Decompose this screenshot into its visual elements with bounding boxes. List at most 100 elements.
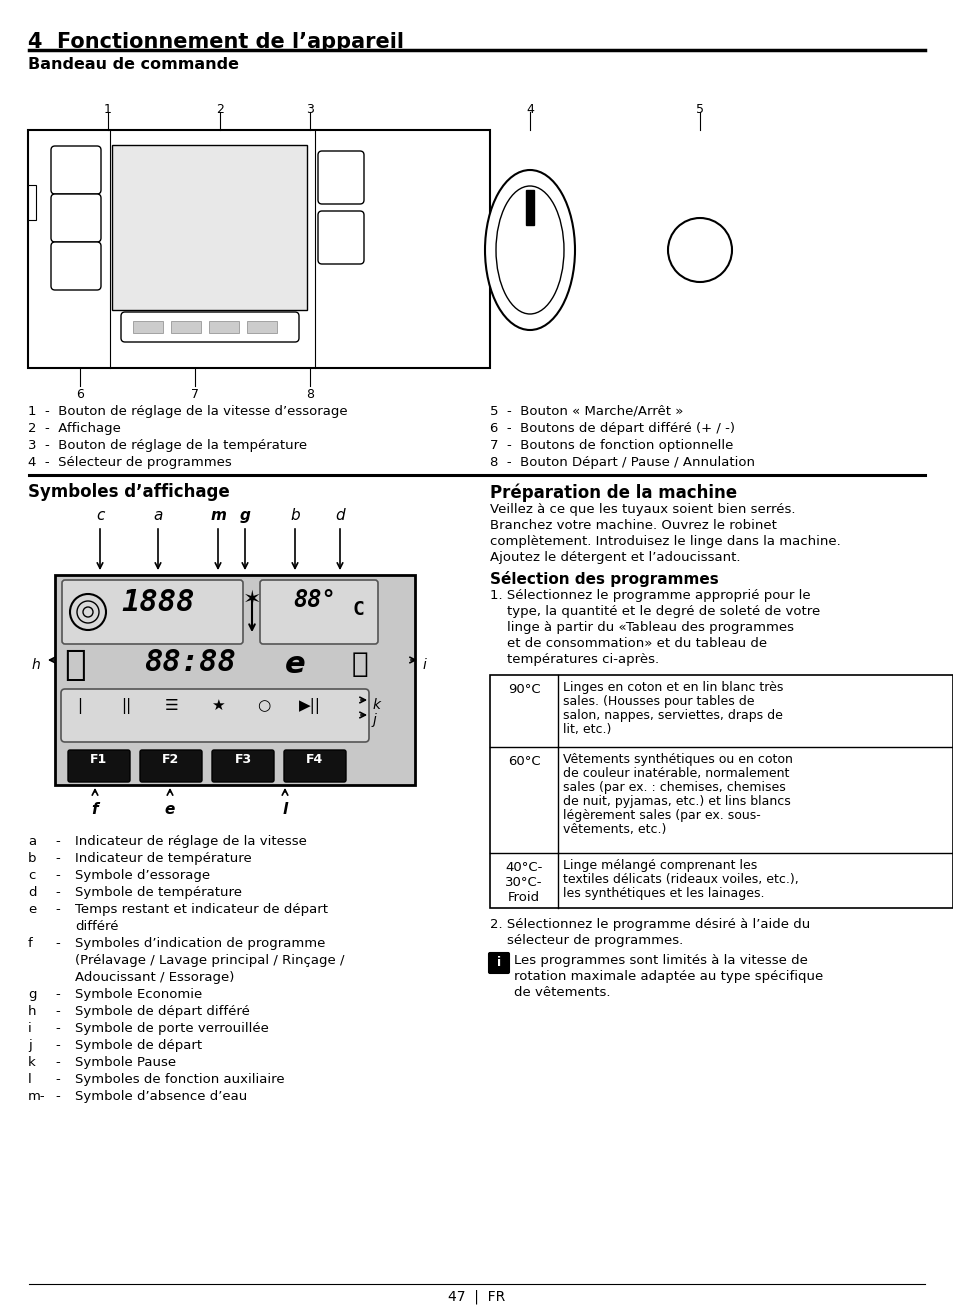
- Bar: [112, 145, 307, 310]
- Text: Préparation de la machine: Préparation de la machine: [490, 483, 737, 502]
- Text: -: -: [55, 1039, 60, 1052]
- Text: vêtements, etc.): vêtements, etc.): [562, 823, 666, 836]
- Text: sélecteur de programmes.: sélecteur de programmes.: [490, 934, 682, 947]
- Text: m: m: [210, 508, 226, 523]
- Text: 7: 7: [191, 388, 199, 401]
- Text: -: -: [55, 903, 60, 916]
- Text: b: b: [290, 508, 299, 523]
- FancyBboxPatch shape: [284, 751, 346, 782]
- Text: ⧖: ⧖: [64, 648, 86, 683]
- Bar: [247, 321, 276, 333]
- Text: k: k: [373, 698, 380, 713]
- Text: F2: F2: [162, 753, 179, 766]
- Text: Branchez votre machine. Ouvrez le robinet: Branchez votre machine. Ouvrez le robine…: [490, 519, 776, 532]
- Text: c: c: [28, 869, 35, 882]
- Text: Symboles de fonction auxiliaire: Symboles de fonction auxiliaire: [75, 1073, 284, 1086]
- Text: l: l: [282, 802, 287, 817]
- Text: Symbole de départ différé: Symbole de départ différé: [75, 1005, 250, 1018]
- Text: i: i: [28, 1022, 31, 1035]
- Text: de nuit, pyjamas, etc.) et lins blancs: de nuit, pyjamas, etc.) et lins blancs: [562, 795, 790, 808]
- FancyBboxPatch shape: [212, 751, 274, 782]
- Bar: [132, 321, 163, 333]
- Text: 88:88: 88:88: [144, 648, 235, 677]
- Text: m-: m-: [28, 1090, 46, 1103]
- Text: salon, nappes, serviettes, draps de: salon, nappes, serviettes, draps de: [562, 709, 782, 722]
- Text: 30°C-: 30°C-: [505, 876, 542, 889]
- Text: Indicateur de réglage de la vitesse: Indicateur de réglage de la vitesse: [75, 834, 307, 848]
- Bar: [171, 321, 201, 333]
- Text: de couleur inatérable, normalement: de couleur inatérable, normalement: [562, 766, 788, 779]
- FancyBboxPatch shape: [260, 580, 377, 645]
- Text: l: l: [28, 1073, 31, 1086]
- Text: f: f: [28, 937, 32, 950]
- FancyBboxPatch shape: [51, 242, 101, 290]
- Text: Linges en coton et en lin blanc très: Linges en coton et en lin blanc très: [562, 681, 782, 694]
- Text: de vêtements.: de vêtements.: [514, 986, 610, 1000]
- Text: Les programmes sont limités à la vitesse de: Les programmes sont limités à la vitesse…: [514, 954, 807, 967]
- Text: Veillez à ce que les tuyaux soient bien serrés.: Veillez à ce que les tuyaux soient bien …: [490, 503, 795, 516]
- Text: g: g: [239, 508, 251, 523]
- Text: sales. (Housses pour tables de: sales. (Housses pour tables de: [562, 696, 754, 707]
- Text: j: j: [28, 1039, 31, 1052]
- Text: -: -: [55, 988, 60, 1001]
- Text: Bandeau de commande: Bandeau de commande: [28, 58, 239, 72]
- Text: ★: ★: [211, 698, 225, 713]
- Text: h: h: [31, 658, 40, 672]
- FancyBboxPatch shape: [317, 151, 364, 204]
- Text: 1  -  Bouton de réglage de la vitesse d’essorage: 1 - Bouton de réglage de la vitesse d’es…: [28, 405, 347, 418]
- FancyBboxPatch shape: [51, 194, 101, 242]
- Text: Sélection des programmes: Sélection des programmes: [490, 571, 718, 587]
- Text: k: k: [28, 1056, 35, 1069]
- Text: ☰: ☰: [165, 698, 178, 713]
- Text: sales (par ex. : chemises, chemises: sales (par ex. : chemises, chemises: [562, 781, 785, 794]
- Text: complètement. Introduisez le linge dans la machine.: complètement. Introduisez le linge dans …: [490, 534, 840, 548]
- Ellipse shape: [484, 170, 575, 330]
- Text: 6: 6: [76, 388, 84, 401]
- Text: Symbole Economie: Symbole Economie: [75, 988, 202, 1001]
- Ellipse shape: [496, 186, 563, 314]
- Text: 47  |  FR: 47 | FR: [448, 1290, 505, 1305]
- Text: -: -: [55, 869, 60, 882]
- Text: et de consommation» et du tableau de: et de consommation» et du tableau de: [490, 637, 766, 650]
- Text: F3: F3: [234, 753, 252, 766]
- Text: j: j: [373, 713, 376, 727]
- Text: d: d: [335, 508, 344, 523]
- Text: 60°C: 60°C: [507, 755, 539, 768]
- Text: a: a: [153, 508, 163, 523]
- FancyBboxPatch shape: [489, 952, 509, 973]
- Text: 2. Sélectionnez le programme désiré à l’aide du: 2. Sélectionnez le programme désiré à l’…: [490, 918, 809, 931]
- Text: Vêtements synthétiques ou en coton: Vêtements synthétiques ou en coton: [562, 753, 792, 766]
- Text: 4: 4: [525, 103, 534, 117]
- Text: 3  -  Bouton de réglage de la température: 3 - Bouton de réglage de la température: [28, 439, 307, 452]
- Text: i: i: [497, 956, 500, 969]
- Text: ○: ○: [257, 698, 271, 713]
- Text: 3: 3: [306, 103, 314, 117]
- Text: -: -: [55, 1090, 60, 1103]
- Text: 8  -  Bouton Départ / Pause / Annulation: 8 - Bouton Départ / Pause / Annulation: [490, 456, 754, 469]
- Text: Adoucissant / Essorage): Adoucissant / Essorage): [75, 971, 234, 984]
- Text: 1. Sélectionnez le programme approprié pour le: 1. Sélectionnez le programme approprié p…: [490, 590, 810, 603]
- Text: -: -: [55, 937, 60, 950]
- Text: Symbole d’absence d’eau: Symbole d’absence d’eau: [75, 1090, 247, 1103]
- Text: textiles délicats (rideaux voiles, etc.),: textiles délicats (rideaux voiles, etc.)…: [562, 872, 798, 886]
- Text: Symboles d’affichage: Symboles d’affichage: [28, 483, 230, 500]
- Bar: [28, 130, 490, 368]
- Text: 🔒: 🔒: [352, 650, 368, 679]
- Text: F1: F1: [91, 753, 108, 766]
- Text: d: d: [28, 886, 36, 899]
- Text: Linge mélangé comprenant les: Linge mélangé comprenant les: [562, 859, 757, 872]
- Text: Ajoutez le détergent et l’adoucissant.: Ajoutez le détergent et l’adoucissant.: [490, 552, 740, 565]
- Text: -: -: [55, 1005, 60, 1018]
- Text: (Prélavage / Lavage principal / Rinçage /: (Prélavage / Lavage principal / Rinçage …: [75, 954, 344, 967]
- Text: 90°C: 90°C: [507, 683, 539, 696]
- Text: 4  Fonctionnement de l’appareil: 4 Fonctionnement de l’appareil: [28, 31, 403, 52]
- Text: lit, etc.): lit, etc.): [562, 723, 611, 736]
- Text: g: g: [28, 988, 36, 1001]
- Text: 40°C-: 40°C-: [505, 861, 542, 874]
- FancyBboxPatch shape: [121, 312, 298, 342]
- Text: différé: différé: [75, 920, 118, 933]
- Text: 1: 1: [104, 103, 112, 117]
- Text: 7  -  Boutons de fonction optionnelle: 7 - Boutons de fonction optionnelle: [490, 439, 733, 452]
- Text: Indicateur de température: Indicateur de température: [75, 852, 252, 865]
- Text: linge à partir du «Tableau des programmes: linge à partir du «Tableau des programme…: [490, 621, 793, 634]
